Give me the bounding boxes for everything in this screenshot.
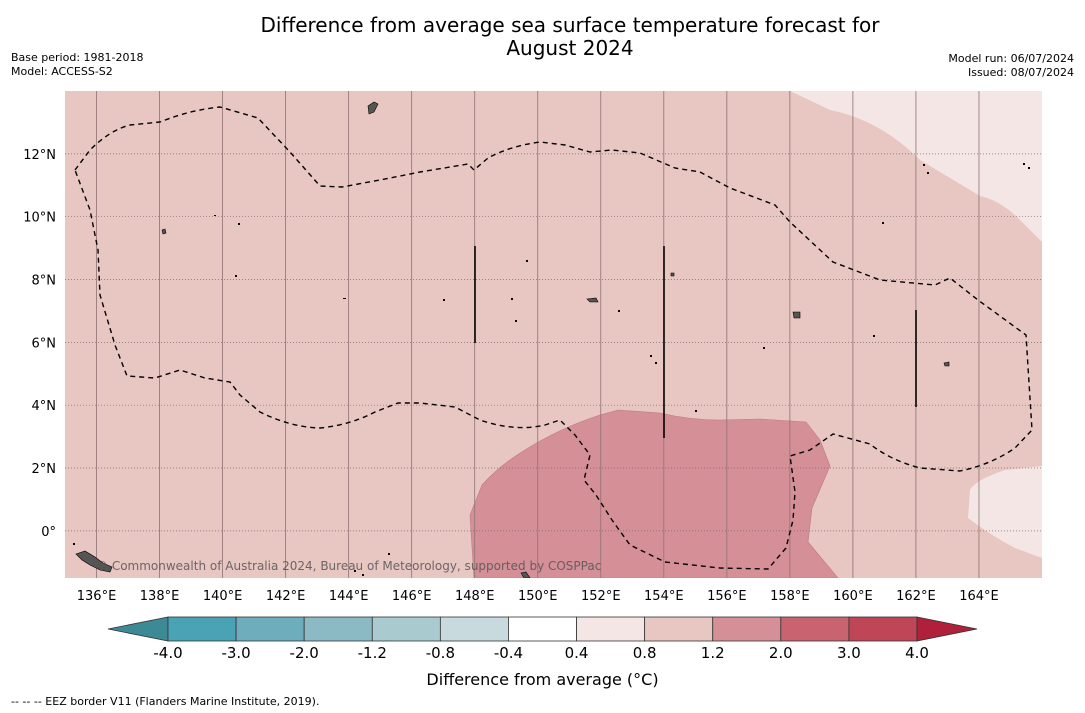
latitude-label: 10°N: [23, 211, 56, 226]
colorbar-segment: [235, 616, 305, 642]
colorbar-label: Difference from average (°C): [426, 670, 659, 689]
longitude-label: 142°E: [266, 589, 306, 604]
longitude-label: 164°E: [959, 589, 999, 604]
longitude-label: 146°E: [392, 589, 432, 604]
colorbar-tick-label: -0.4: [494, 644, 523, 662]
colorbar-segment: [576, 616, 646, 642]
latitude-label: 0°: [41, 525, 56, 540]
latitude-labels: 12°N 10°N 8°N 6°N 4°N 2°N 0°: [23, 148, 56, 540]
model-name: Model: ACCESS-S2: [11, 65, 113, 78]
longitude-label: 150°E: [518, 589, 558, 604]
colorbar-tick-label: 0.4: [565, 644, 589, 662]
longitude-label: 136°E: [77, 589, 117, 604]
longitude-label: 152°E: [581, 589, 621, 604]
island: [670, 272, 675, 277]
colorbar-under-arrow: [107, 616, 169, 642]
longitude-label: 140°E: [203, 589, 243, 604]
colorbar-over-arrow: [916, 616, 978, 642]
colorbar-tick-label: 2.0: [769, 644, 793, 662]
anomaly-region-light-east: [968, 466, 1042, 558]
colorbar-tick-label: 4.0: [905, 644, 929, 662]
island: [161, 228, 167, 235]
longitude-label: 160°E: [833, 589, 873, 604]
eez-segments: [474, 246, 917, 438]
latitude-gridlines: [65, 153, 1042, 532]
longitude-label: 144°E: [329, 589, 369, 604]
colorbar-tick-labels: -4.0 -3.0 -2.0 -1.2 -0.8 -0.4 0.4 0.8 1.2 2.0 3.0 4…: [153, 644, 929, 662]
eez-border: [74, 106, 1033, 570]
issued-date: Issued: 08/07/2024: [967, 66, 1074, 79]
longitude-label: 148°E: [455, 589, 495, 604]
title-line-2: August 2024: [506, 36, 634, 60]
island-dots: [73, 163, 1030, 576]
island: [520, 571, 531, 578]
latitude-label: 8°N: [32, 274, 57, 289]
island: [943, 361, 950, 367]
meta-right: Model run: 06/07/2024 Issued: 08/07/2024: [948, 52, 1074, 80]
longitude-label: 158°E: [770, 589, 810, 604]
longitude-label: 162°E: [896, 589, 936, 604]
longitude-labels: 136°E 138°E 140°E 142°E 144°E 146°E 148°E 150°E…: [77, 589, 999, 604]
colorbar-segment: [508, 616, 577, 642]
colorbar-tick-label: 1.2: [701, 644, 725, 662]
colorbar-segment: [644, 616, 714, 642]
longitude-label: 156°E: [707, 589, 747, 604]
anomaly-region-warm: [469, 409, 839, 578]
longitude-label: 138°E: [140, 589, 180, 604]
eez-footnote: -- -- -- EEZ border V11 (Flanders Marine…: [11, 695, 320, 708]
colorbar-segment: [303, 616, 373, 642]
title-line-1: Difference from average sea surface temp…: [260, 13, 880, 37]
longitude-gridlines: [96, 91, 980, 578]
colorbar-segment: [712, 616, 782, 642]
model-run-date: Model run: 06/07/2024: [948, 52, 1074, 65]
longitude-label: 154°E: [644, 589, 684, 604]
meta-left: Base period: 1981-2018 Model: ACCESS-S2: [11, 51, 143, 79]
colorbar-segment: [848, 616, 918, 642]
colorbar-tick-label: 0.8: [633, 644, 657, 662]
latitude-label: 2°N: [32, 462, 57, 477]
colorbar-tick-label: 3.0: [837, 644, 861, 662]
colorbar-tick-label: -1.2: [358, 644, 387, 662]
island: [792, 311, 801, 319]
chart-title: Difference from average sea surface temp…: [200, 14, 940, 60]
colorbar-tick-label: -2.0: [290, 644, 319, 662]
colorbar-tick-label: -0.8: [426, 644, 455, 662]
map-area: © Commonwealth of Australia 2024, Bureau…: [65, 91, 1042, 578]
latitude-label: 6°N: [32, 336, 57, 351]
island: [367, 101, 379, 115]
island: [586, 297, 599, 303]
latitude-label: 12°N: [23, 148, 56, 163]
colorbar-tick-label: -4.0: [153, 644, 182, 662]
colorbar-segment: [780, 616, 850, 642]
colorbar: [107, 616, 978, 642]
base-period: Base period: 1981-2018: [11, 51, 144, 64]
colorbar-segment: [439, 616, 509, 642]
island: [75, 550, 113, 573]
colorbar-segment: [371, 616, 441, 642]
latitude-label: 4°N: [32, 399, 57, 414]
colorbar-tick-label: -3.0: [221, 644, 250, 662]
colorbar-segment: [167, 616, 237, 642]
islands: [75, 101, 950, 578]
copyright-text: © Commonwealth of Australia 2024, Bureau…: [96, 559, 601, 573]
